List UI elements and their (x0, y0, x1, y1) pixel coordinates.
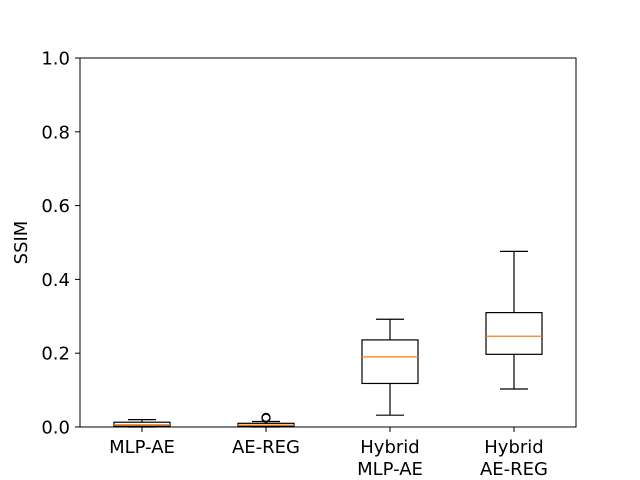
x-tick-label: Hybrid AE-REG (480, 437, 548, 480)
box-group (361, 318, 419, 416)
box-iqr (485, 312, 543, 355)
y-axis: 0.0 0.2 0.4 0.6 0.8 1.0 (41, 49, 80, 439)
y-tick-label: 0.4 (41, 270, 70, 291)
y-tick-label: 0.2 (41, 344, 70, 365)
x-tick-label-line: AE-REG (480, 459, 548, 480)
x-tick-label: AE-REG (232, 437, 300, 458)
box-iqr (361, 339, 419, 385)
x-tick-label-line: Hybrid (484, 437, 543, 458)
outlier-point (261, 412, 271, 423)
x-tick-label: Hybrid MLP-AE (357, 437, 423, 480)
boxes-layer (113, 250, 543, 428)
x-tick-label-line: Hybrid (360, 437, 419, 458)
box-group (485, 250, 543, 390)
y-tick-label: 0.8 (41, 122, 70, 143)
y-axis-label: SSIM (11, 221, 32, 265)
y-tick-label: 1.0 (41, 49, 70, 70)
x-tick-label-line: AE-REG (232, 437, 300, 458)
plot-area-frame (79, 57, 577, 428)
x-tick-label-line: MLP-AE (357, 459, 423, 480)
y-tick-label: 0.6 (41, 196, 70, 217)
x-tick-label: MLP-AE (109, 437, 175, 458)
y-tick-label: 0.0 (41, 418, 70, 439)
x-tick-label-line: MLP-AE (109, 437, 175, 458)
